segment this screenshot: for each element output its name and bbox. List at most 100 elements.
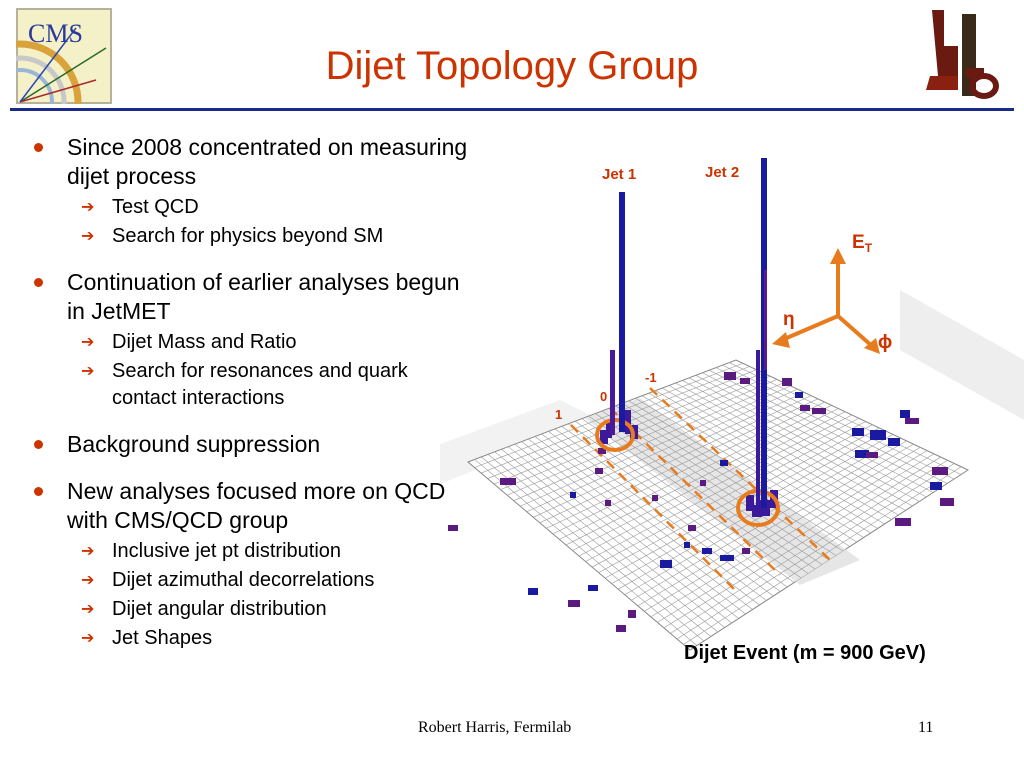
energy-deposit-cell bbox=[940, 498, 954, 506]
energy-deposit-cell bbox=[605, 500, 611, 506]
energy-deposit-cell bbox=[930, 482, 942, 490]
grid-line bbox=[507, 379, 778, 496]
grid-line bbox=[644, 447, 921, 612]
grid-line bbox=[604, 427, 880, 579]
energy-deposit-cell bbox=[900, 410, 910, 418]
grid-line bbox=[474, 362, 743, 468]
grid-line bbox=[526, 388, 798, 513]
phi-label: ϕ bbox=[878, 332, 892, 353]
et-eta-phi-axes bbox=[772, 248, 880, 354]
grid-line bbox=[552, 401, 825, 535]
grid-line bbox=[513, 382, 784, 501]
energy-deposit-cell bbox=[616, 625, 626, 632]
tick-label-1: 1 bbox=[555, 407, 562, 422]
eta-arrow-icon bbox=[772, 332, 790, 348]
sub-bullet-text: Dijet Mass and Ratio bbox=[112, 331, 297, 353]
lpc-logo bbox=[918, 6, 1002, 102]
energy-deposit-cell bbox=[724, 372, 736, 380]
sub-bullet-item: ➔ Jet Shapes bbox=[67, 625, 470, 652]
bullet-text: Since 2008 concentrated on measuring dij… bbox=[67, 134, 468, 189]
energy-deposit-cell bbox=[598, 448, 606, 454]
grid-line bbox=[624, 437, 900, 595]
tick-label-0: 0 bbox=[600, 389, 607, 404]
energy-deposit-cell bbox=[866, 452, 878, 458]
bullet-dot-icon bbox=[34, 487, 43, 496]
grid-line bbox=[520, 385, 791, 507]
grid-line bbox=[591, 421, 866, 568]
bullet-text: Continuation of earlier analyses begun i… bbox=[67, 269, 460, 324]
sub-bullet-text: Search for resonances and quark contact … bbox=[112, 360, 408, 409]
grid-line bbox=[670, 460, 948, 634]
grid-line bbox=[546, 398, 819, 529]
energy-deposit-cell bbox=[528, 588, 538, 595]
grid-line bbox=[676, 463, 955, 640]
arrow-right-icon: ➔ bbox=[81, 543, 95, 560]
sub-bullet-list: ➔ Dijet Mass and Ratio ➔ Search for resona… bbox=[67, 329, 470, 412]
backdrop-wall bbox=[900, 290, 1024, 420]
energy-deposit-cell bbox=[720, 460, 728, 466]
energy-deposit-cell bbox=[812, 408, 826, 414]
energy-deposit-cell bbox=[595, 468, 603, 474]
sub-bullet-text: Jet Shapes bbox=[112, 627, 213, 649]
bullet-item: Background suppression bbox=[30, 430, 470, 459]
grid-line bbox=[565, 408, 839, 546]
bullet-item: Continuation of earlier analyses begun i… bbox=[30, 268, 470, 412]
grid-line bbox=[663, 456, 941, 629]
bullet-text: New analyses focused more on QCD with CM… bbox=[67, 478, 446, 533]
jet2-tower-tertiary bbox=[764, 270, 767, 370]
energy-deposit-cell bbox=[742, 548, 750, 554]
phi-arrow-icon bbox=[864, 338, 880, 354]
sub-bullet-text: Inclusive jet pt distribution bbox=[112, 540, 342, 562]
bullet-item: New analyses focused more on QCD with CM… bbox=[30, 477, 470, 652]
jet-cluster-tower bbox=[600, 430, 608, 444]
cms-logo-text: CMS bbox=[28, 19, 83, 48]
sub-bullet-item: ➔ Inclusive jet pt distribution bbox=[67, 538, 470, 565]
energy-deposit-cell bbox=[720, 555, 734, 561]
energy-deposit-cell bbox=[588, 585, 598, 591]
arrow-right-icon: ➔ bbox=[81, 630, 95, 647]
arrow-right-icon: ➔ bbox=[81, 199, 95, 216]
et-arrow-icon bbox=[830, 248, 846, 264]
jet2-tower-secondary bbox=[756, 350, 760, 510]
energy-deposit-cell bbox=[568, 600, 580, 607]
jet1-tower bbox=[619, 192, 625, 432]
energy-deposit-cell bbox=[852, 428, 864, 436]
arrow-right-icon: ➔ bbox=[81, 228, 95, 245]
title-divider bbox=[10, 108, 1014, 111]
grid-line bbox=[559, 405, 832, 540]
eta-axis-line bbox=[781, 314, 839, 342]
jet-cluster-tower bbox=[752, 505, 762, 517]
jet1-label: Jet 1 bbox=[602, 166, 636, 183]
eta-label: η bbox=[783, 309, 795, 330]
grid-line bbox=[572, 411, 846, 551]
energy-deposit-cell bbox=[684, 542, 690, 548]
energy-deposit-cell bbox=[905, 418, 919, 424]
et-label: ET bbox=[852, 232, 873, 255]
sub-bullet-list: ➔ Inclusive jet pt distribution ➔ Dijet az… bbox=[67, 538, 470, 652]
jet2-label: Jet 2 bbox=[705, 164, 739, 181]
energy-deposit-cell bbox=[800, 405, 810, 411]
sub-bullet-text: Dijet angular distribution bbox=[112, 598, 327, 620]
bullet-dot-icon bbox=[34, 278, 43, 287]
page-number: 11 bbox=[918, 719, 934, 736]
grid-line bbox=[657, 453, 935, 623]
energy-deposit-cell bbox=[570, 492, 576, 498]
bullet-list: Since 2008 concentrated on measuring dij… bbox=[30, 133, 470, 670]
grid-line bbox=[585, 417, 859, 562]
energy-deposit-cell bbox=[782, 378, 792, 386]
arrow-right-icon: ➔ bbox=[81, 334, 95, 351]
jet-cluster-tower bbox=[625, 410, 631, 434]
energy-deposit-cell bbox=[870, 430, 886, 440]
jet1-tower-secondary bbox=[610, 350, 615, 435]
sub-bullet-item: ➔ Dijet Mass and Ratio bbox=[67, 329, 470, 356]
energy-deposit-cell bbox=[660, 560, 672, 568]
bullet-dot-icon bbox=[34, 143, 43, 152]
sub-bullet-item: ➔ Search for physics beyond SM bbox=[67, 223, 470, 250]
arrow-right-icon: ➔ bbox=[81, 363, 95, 380]
energy-deposit-cell bbox=[932, 467, 948, 475]
energy-deposit-cell bbox=[448, 525, 458, 531]
arrow-right-icon: ➔ bbox=[81, 601, 95, 618]
energy-deposit-cell bbox=[795, 392, 803, 398]
jet-cluster-tower bbox=[606, 420, 612, 438]
phi-axis-line bbox=[836, 314, 874, 348]
